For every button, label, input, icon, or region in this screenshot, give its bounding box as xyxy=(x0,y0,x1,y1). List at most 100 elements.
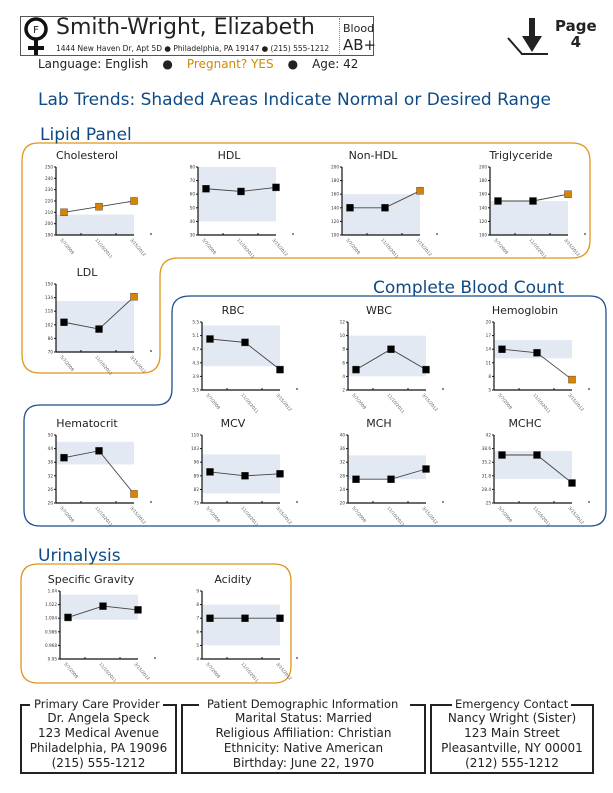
y-tick-label: 1.004 xyxy=(45,616,57,621)
y-tick-label: 28 xyxy=(340,473,346,478)
y-tick-label: 40 xyxy=(190,219,196,224)
sex-letter: F xyxy=(33,25,39,36)
chart-plot: 3.5 3.9 4.3 4.7 5.1 5.5 5/7/2009 11/10/2011 3/15… xyxy=(192,320,298,414)
y-tick-label: 11 xyxy=(486,360,492,365)
normal-range-band xyxy=(494,340,572,359)
data-point-abnormal xyxy=(416,187,424,195)
x-tick-label: 3/15/2012 xyxy=(133,661,151,681)
y-tick-label: 103 xyxy=(191,446,199,451)
data-point xyxy=(272,183,280,192)
age: Age: 42 xyxy=(312,57,359,71)
normal-range-band xyxy=(342,194,420,235)
y-tick-label: 32 xyxy=(340,460,346,465)
data-point xyxy=(95,447,103,455)
chart-specific-gravity: Specific Gravity 0.95 0.968 0.986 1.004 1.022… xyxy=(26,573,156,693)
y-tick-label: 200 xyxy=(479,165,487,170)
x-tick-label: 11/10/2011 xyxy=(98,661,118,683)
data-point xyxy=(60,318,68,326)
chart-title: MCV xyxy=(220,417,246,430)
y-tick-label: 30 xyxy=(190,233,196,238)
chart-title: LDL xyxy=(76,266,98,279)
page-indicator: Page 4 xyxy=(555,18,597,50)
x-tick-label: 5/7/2009 xyxy=(205,392,221,410)
y-tick-label: 26 xyxy=(48,487,54,492)
data-point xyxy=(529,197,537,205)
data-point xyxy=(241,614,249,622)
x-tick-label: 11/10/2011 xyxy=(236,237,256,259)
data-point xyxy=(533,451,541,459)
x-tick-label: 5/7/2009 xyxy=(59,237,75,255)
chart-mcv: MCV 75 82 89 96 103 110 5/7/2009 11/10/2011 3/15/… xyxy=(168,417,298,537)
chart-title: RBC xyxy=(221,304,245,317)
x-tick-label: 3/15/2012 xyxy=(421,505,439,525)
emergency-line: Pleasantville, NY 00001 xyxy=(441,741,583,755)
data-point-abnormal xyxy=(564,190,572,198)
footer-line xyxy=(568,704,594,706)
urinalysis-title: Urinalysis xyxy=(38,546,121,566)
data-point xyxy=(352,475,360,483)
y-tick-label: 38 xyxy=(48,460,54,465)
y-tick-label: 6 xyxy=(196,629,199,634)
y-tick-label: 25 xyxy=(486,501,492,506)
y-tick-label: 80 xyxy=(190,165,196,170)
chart-title: HDL xyxy=(217,149,241,162)
data-point xyxy=(206,614,214,622)
y-tick-label: 82 xyxy=(194,487,200,492)
normal-range-band xyxy=(56,441,134,465)
chart-non-hdl: Non-HDL 100 120 140 160 180 200 5/7/2009 11/10/2… xyxy=(308,149,438,269)
y-tick-label: 2 xyxy=(342,388,345,393)
patient-info-line: Language: English ● Pregnant? YES ● Age: 42 xyxy=(38,57,358,71)
chart-title: WBC xyxy=(366,304,392,317)
patient-name: Smith-Wright, Elizabeth xyxy=(56,15,315,40)
y-tick-label: 4 xyxy=(342,374,345,379)
y-tick-label: 44 xyxy=(48,446,54,451)
y-tick-label: 89 xyxy=(194,473,200,478)
data-point xyxy=(346,204,354,212)
pregnancy-status: Pregnant? YES xyxy=(186,57,274,71)
x-tick-label: 3/15/2012 xyxy=(567,505,585,525)
demographics-line: Ethnicity: Native American xyxy=(223,741,384,755)
primary-care-line: 123 Medical Avenue xyxy=(37,726,160,740)
emergency-contact-box: Nancy Wright (Sister) 123 Main Street Pl… xyxy=(430,704,594,774)
y-tick-label: 20 xyxy=(486,320,492,325)
y-tick-label: 220 xyxy=(45,199,53,204)
lipid-panel-frame xyxy=(21,142,591,374)
y-tick-label: 6 xyxy=(342,360,345,365)
footer-line xyxy=(160,704,177,706)
y-tick-label: 0.95 xyxy=(48,657,58,662)
y-tick-label: 24 xyxy=(340,487,346,492)
x-tick-label: 5/7/2009 xyxy=(351,392,367,410)
x-tick-label: 5/7/2009 xyxy=(201,237,217,255)
chart-plot: 100 120 140 160 180 200 5/7/2009 11/10/2011 3/15… xyxy=(479,165,586,259)
chart-title: MCH xyxy=(366,417,392,430)
y-tick-label: 140 xyxy=(479,205,487,210)
female-symbol-icon: F xyxy=(24,17,48,55)
x-tick-label: 5/7/2009 xyxy=(205,661,221,679)
data-point xyxy=(276,365,284,374)
data-point-abnormal xyxy=(130,490,138,498)
x-tick-label: 11/10/2011 xyxy=(240,661,260,683)
y-tick-label: 200 xyxy=(331,165,339,170)
normal-range-band xyxy=(494,451,572,479)
y-tick-label: 180 xyxy=(331,178,339,183)
data-point-abnormal xyxy=(568,375,576,384)
x-tick-label: 3/15/2012 xyxy=(563,237,581,257)
page-word: Page xyxy=(555,17,597,35)
blood-divider xyxy=(339,18,340,54)
chart-hematocrit: Hematocrit 20 26 32 38 44 50 5/7/2009 11/10/2011… xyxy=(22,417,152,537)
data-point xyxy=(533,349,541,357)
chart-title: Hemoglobin xyxy=(491,304,559,317)
x-tick-label: 11/10/2011 xyxy=(532,392,552,414)
y-tick-label: 50 xyxy=(190,205,196,210)
emergency-heading: Emergency Contact xyxy=(452,697,572,711)
normal-range-band xyxy=(202,454,280,494)
y-tick-label: 5 xyxy=(196,643,199,648)
demographics-line: Religious Affiliation: Christian xyxy=(215,726,392,740)
y-tick-label: 75 xyxy=(194,501,200,506)
data-point xyxy=(498,345,506,353)
y-tick-label: 150 xyxy=(45,282,53,287)
data-point xyxy=(422,465,430,473)
x-tick-label: 3/15/2012 xyxy=(415,237,433,257)
y-tick-label: 118 xyxy=(45,309,53,314)
chart-hemoglobin: Hemoglobin 5 8 11 14 17 20 5/7/2009 11/10/2011 3/… xyxy=(460,304,590,424)
